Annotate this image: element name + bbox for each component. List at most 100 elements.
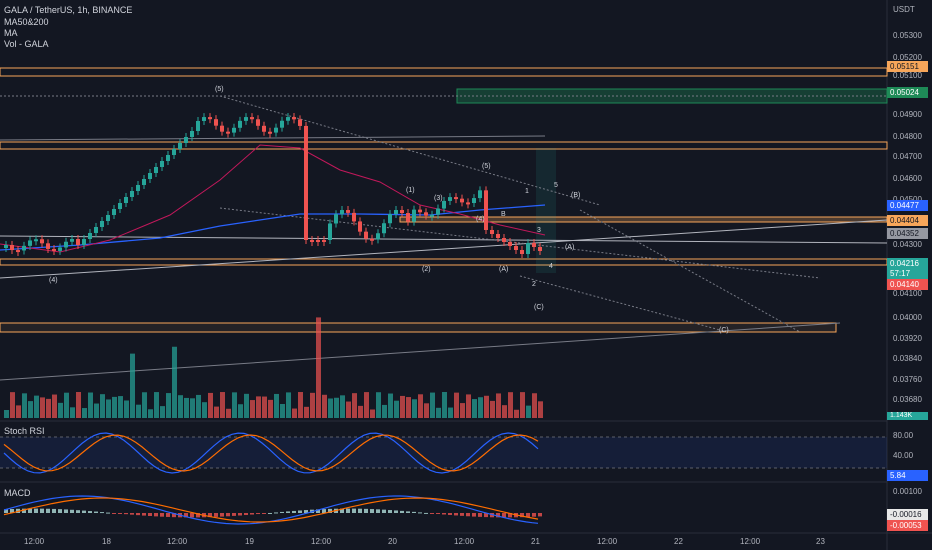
macd-histogram-bar [280,511,284,513]
candle-body [340,210,344,215]
macd-title[interactable]: MACD [4,488,31,498]
candle-body [460,198,464,203]
macd-histogram-bar [28,508,32,513]
volume-bar [46,398,51,418]
macd-histogram-bar [184,513,188,518]
bar-countdown-timer: 57:17 [887,268,928,279]
macd-histogram-bar [190,513,194,518]
volume-bar [130,353,135,418]
volume-bar [94,403,99,418]
macd-histogram-bar [136,513,140,516]
volume-bar [514,409,519,418]
candle-body [298,119,302,126]
volume-bar [262,396,267,418]
candle-body [10,245,14,251]
volume-bar [208,392,213,418]
volume-bar [520,392,525,418]
price-tag-last-price: 0.04216 [887,258,928,269]
macd-histogram-bar [472,513,476,517]
candle-body [46,243,50,249]
candle-body [484,190,488,230]
candle-body [304,125,308,240]
macd-histogram-bar [478,513,482,517]
indicator-ma50-200[interactable]: MA50&200 [4,17,49,27]
macd-histogram-bar [460,513,464,516]
candle-body [262,125,266,132]
macd-histogram-bar [160,513,164,517]
stoch-value-tag: 5.84 [887,470,928,481]
macd-histogram-bar [196,513,200,518]
volume-bar [436,407,441,418]
candle-body [256,119,260,126]
candle-body [214,119,218,126]
volume-bar [538,401,543,418]
candle-body [178,143,182,149]
macd-histogram-bar [244,513,248,516]
price-label: 0.05300 [893,31,922,40]
volume-bar [34,395,39,418]
candle-body [370,238,374,241]
volume-bar [400,395,405,418]
macd-histogram-bar [262,513,266,514]
candle-body [424,212,428,216]
stoch-rsi-title[interactable]: Stoch RSI [4,426,45,436]
candle-body [352,212,356,222]
wave-label: (3) [434,195,443,202]
ma200-line [0,204,546,251]
volume-bar [478,397,483,418]
time-label: 23 [816,537,825,546]
currency-label: USDT [893,5,915,14]
time-label: 12:00 [311,537,332,546]
volume-bar [88,392,93,418]
macd-histogram-bar [292,510,296,513]
trend-line [0,219,888,279]
indicator-volume[interactable]: Vol - GALA [4,39,49,49]
macd-histogram-bar [430,513,434,514]
price-label: 0.04300 [893,240,922,249]
candle-body [532,243,536,247]
volume-bar [418,394,423,418]
volume-bar [196,394,201,418]
indicator-ma[interactable]: MA [4,28,18,38]
macd-histogram-bar [322,509,326,513]
volume-bar [490,400,495,418]
stoch-level-label: 80.00 [893,431,914,440]
volume-bar [532,393,537,418]
support-zone [0,322,837,333]
volume-bar [448,407,453,418]
macd-histogram-bar [112,513,116,514]
macd-histogram-bar [40,508,44,513]
volume-bar [358,405,363,418]
volume-bar [220,392,225,418]
macd-histogram-bar [142,513,146,516]
macd-histogram-bar [274,512,278,514]
price-label: 0.05200 [893,53,922,62]
macd-histogram-bar [166,513,170,517]
candle-body [232,127,236,133]
price-label: 0.04700 [893,152,922,161]
time-label: 12:00 [740,537,761,546]
candle-body [274,127,278,133]
volume-bar [304,406,309,418]
macd-histogram-bar [328,508,332,513]
wave-label: 5 [554,182,558,189]
volume-bar [382,404,387,418]
price-label: 0.04000 [893,313,922,322]
candle-body [412,209,416,222]
candle-body [406,213,410,222]
macd-histogram-bar [304,510,308,513]
macd-histogram-bar [394,510,398,513]
candle-body [388,214,392,224]
candle-body [124,197,128,203]
candle-body [490,230,494,234]
candle-body [538,247,542,251]
volume-bar [268,399,273,418]
volume-bar [58,402,63,418]
macd-histogram-bar [58,509,62,513]
candle-body [160,161,164,167]
volume-bar [40,397,45,418]
candle-body [280,120,284,128]
volume-bar [364,392,369,418]
volume-bar [142,392,147,418]
